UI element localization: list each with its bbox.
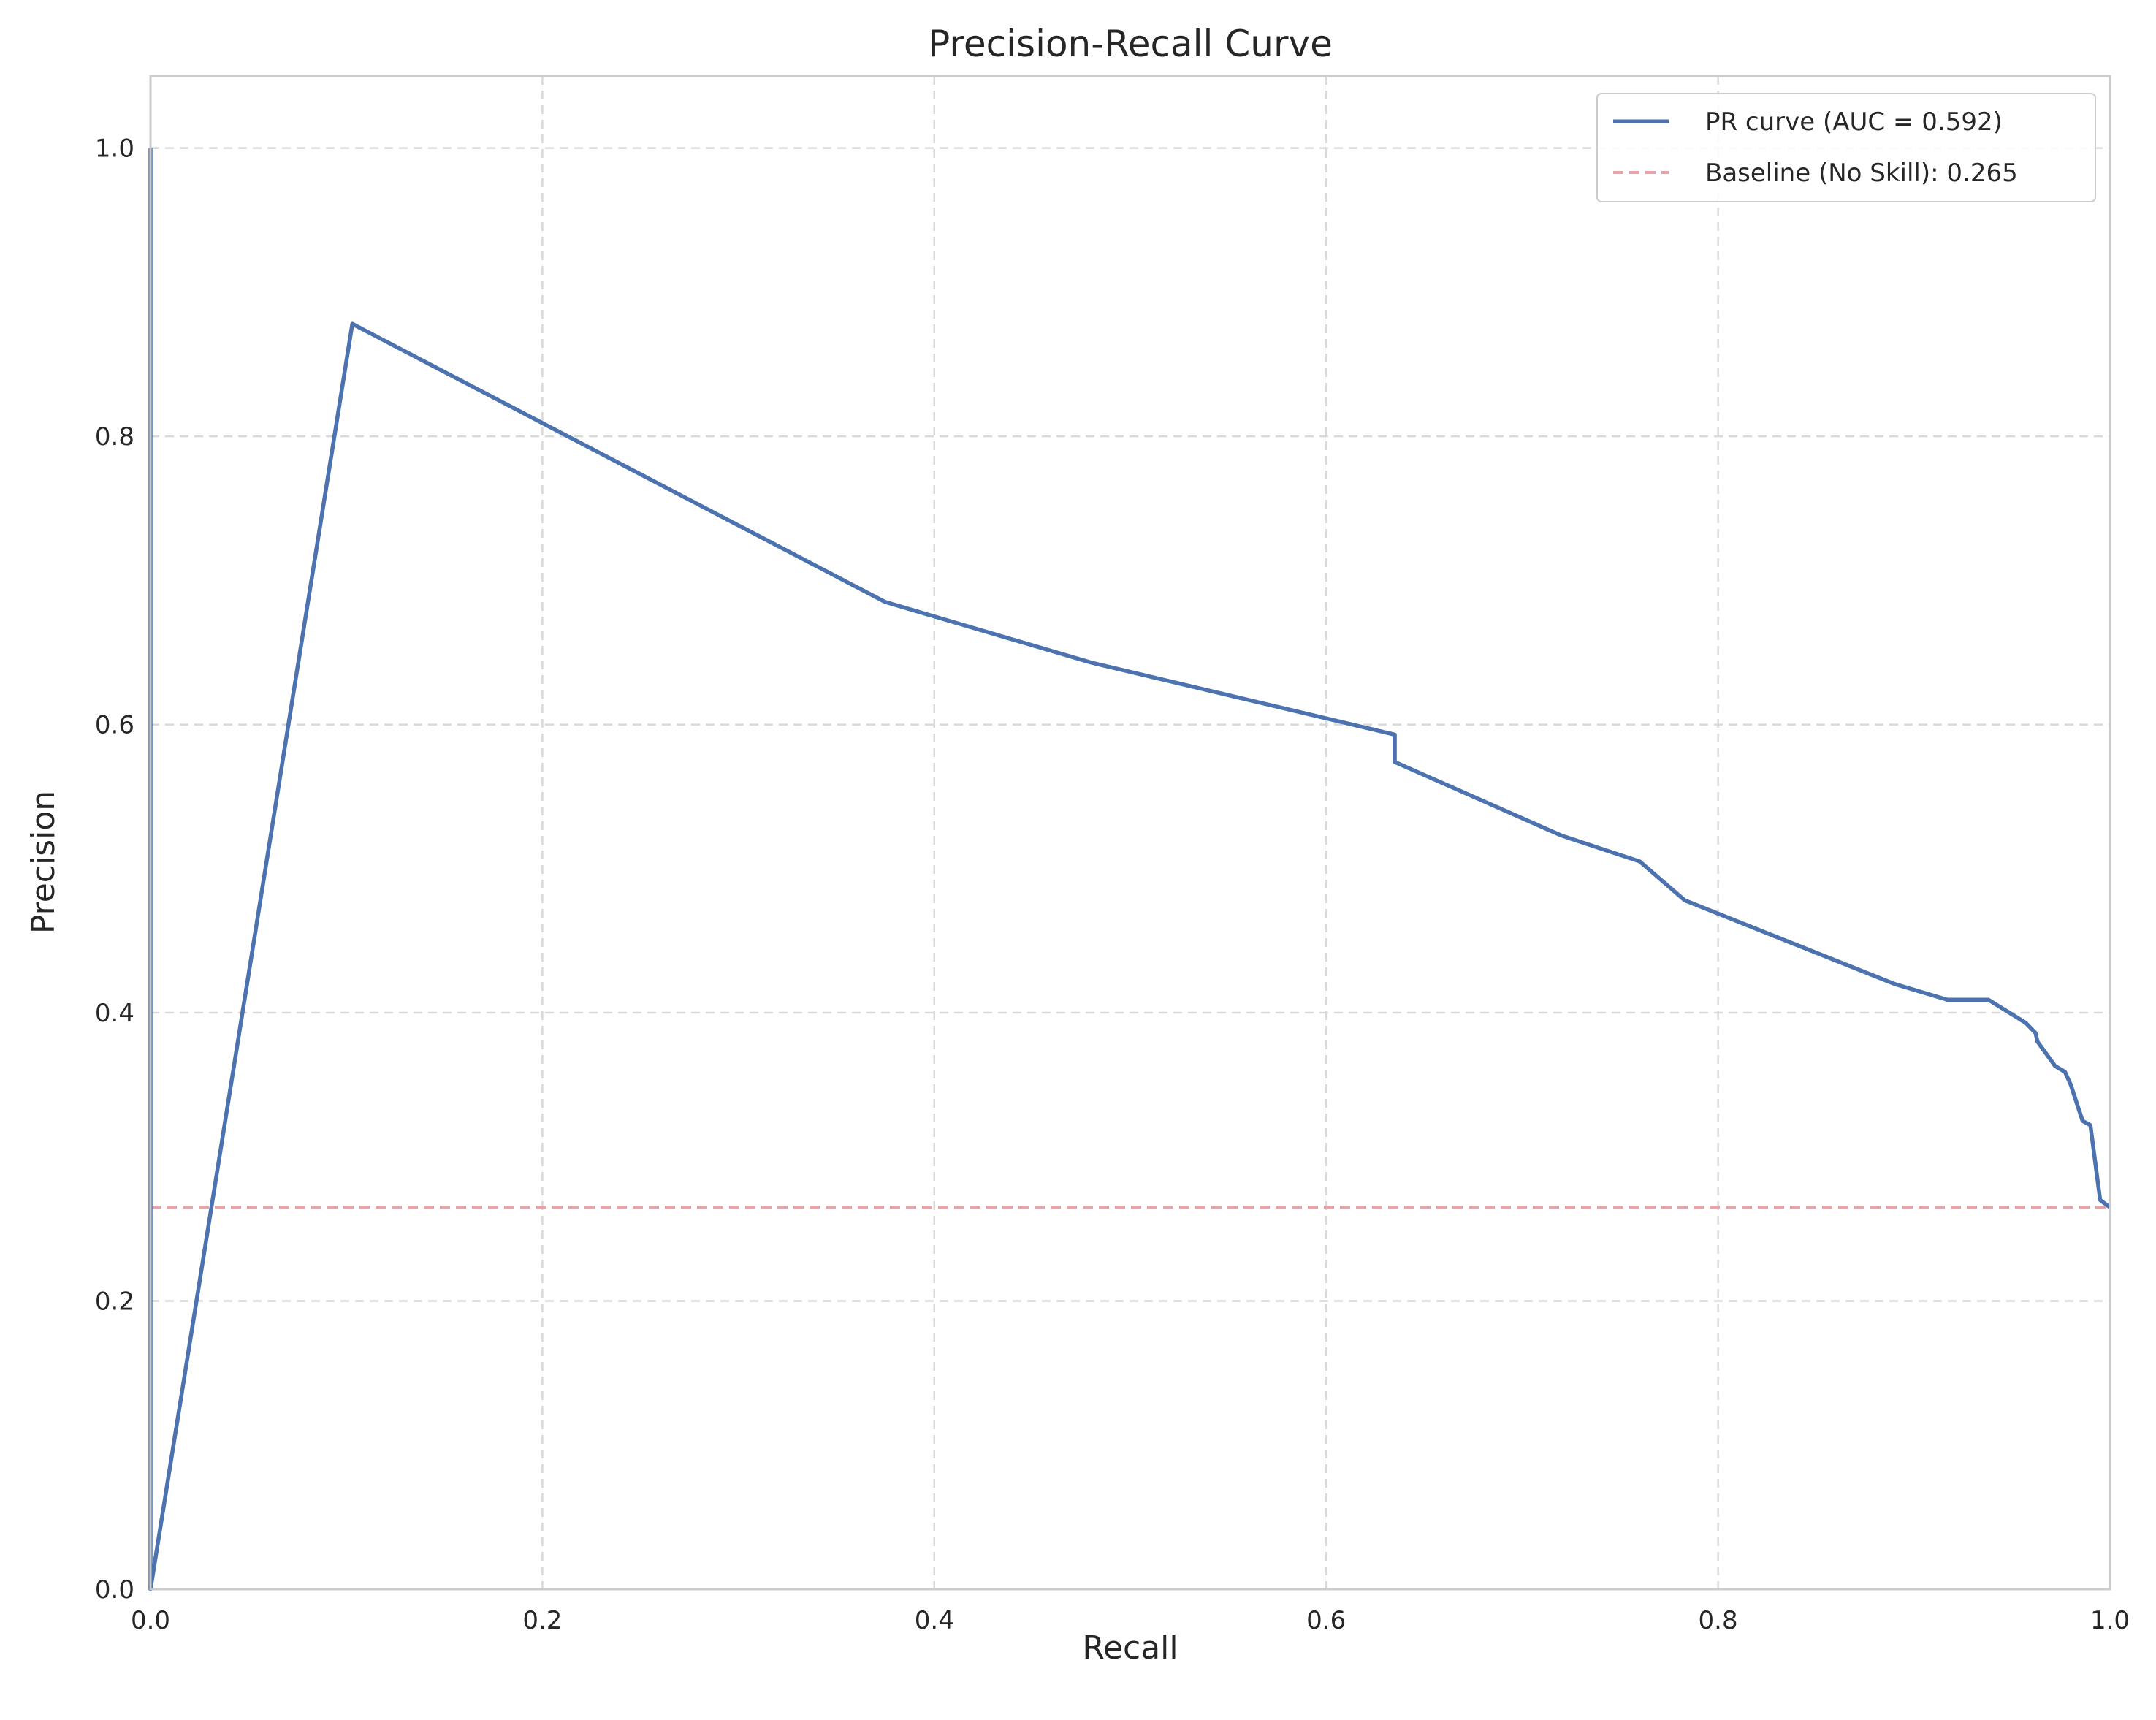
legend-box — [1596, 93, 2096, 202]
y-tick-label: 1.0 — [95, 134, 134, 164]
chart-title: Precision-Recall Curve — [928, 23, 1333, 65]
legend-label-pr-curve: PR curve (AUC = 0.592) — [1705, 107, 2003, 137]
x-tick-label: 0.2 — [522, 1606, 562, 1635]
y-axis-label: Precision — [25, 791, 62, 934]
x-tick-label: 0.8 — [1699, 1606, 1738, 1635]
grid — [151, 76, 2110, 1589]
x-axis-ticks: 0.0 0.2 0.4 0.6 0.8 1.0 — [131, 1606, 2130, 1635]
x-tick-label: 0.6 — [1306, 1606, 1346, 1635]
legend-label-baseline: Baseline (No Skill): 0.265 — [1705, 159, 2018, 188]
series-layer — [148, 148, 2111, 1591]
y-tick-label: 0.2 — [95, 1287, 134, 1317]
y-tick-label: 0.8 — [95, 422, 134, 452]
pr-curve-line — [148, 148, 2111, 1591]
y-axis-ticks: 0.0 0.2 0.4 0.6 0.8 1.0 — [95, 134, 134, 1605]
x-tick-label: 0.4 — [915, 1606, 954, 1635]
x-axis-label: Recall — [1082, 1629, 1178, 1667]
x-tick-label: 0.0 — [131, 1606, 170, 1635]
legend: PR curve (AUC = 0.592) Baseline (No Skil… — [1596, 93, 2096, 202]
y-tick-label: 0.6 — [95, 711, 134, 740]
y-tick-label: 0.4 — [95, 999, 134, 1028]
plot-frame — [149, 75, 2111, 1591]
y-tick-label: 0.0 — [95, 1575, 134, 1605]
x-tick-label: 1.0 — [2090, 1606, 2130, 1635]
